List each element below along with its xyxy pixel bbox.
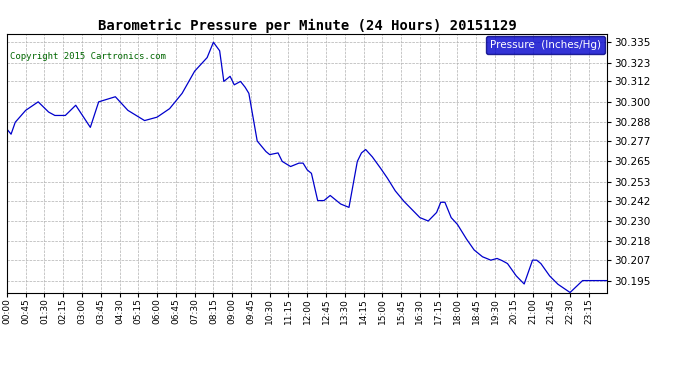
- Text: Copyright 2015 Cartronics.com: Copyright 2015 Cartronics.com: [10, 52, 166, 61]
- Title: Barometric Pressure per Minute (24 Hours) 20151129: Barometric Pressure per Minute (24 Hours…: [98, 18, 516, 33]
- Legend: Pressure  (Inches/Hg): Pressure (Inches/Hg): [486, 36, 605, 54]
